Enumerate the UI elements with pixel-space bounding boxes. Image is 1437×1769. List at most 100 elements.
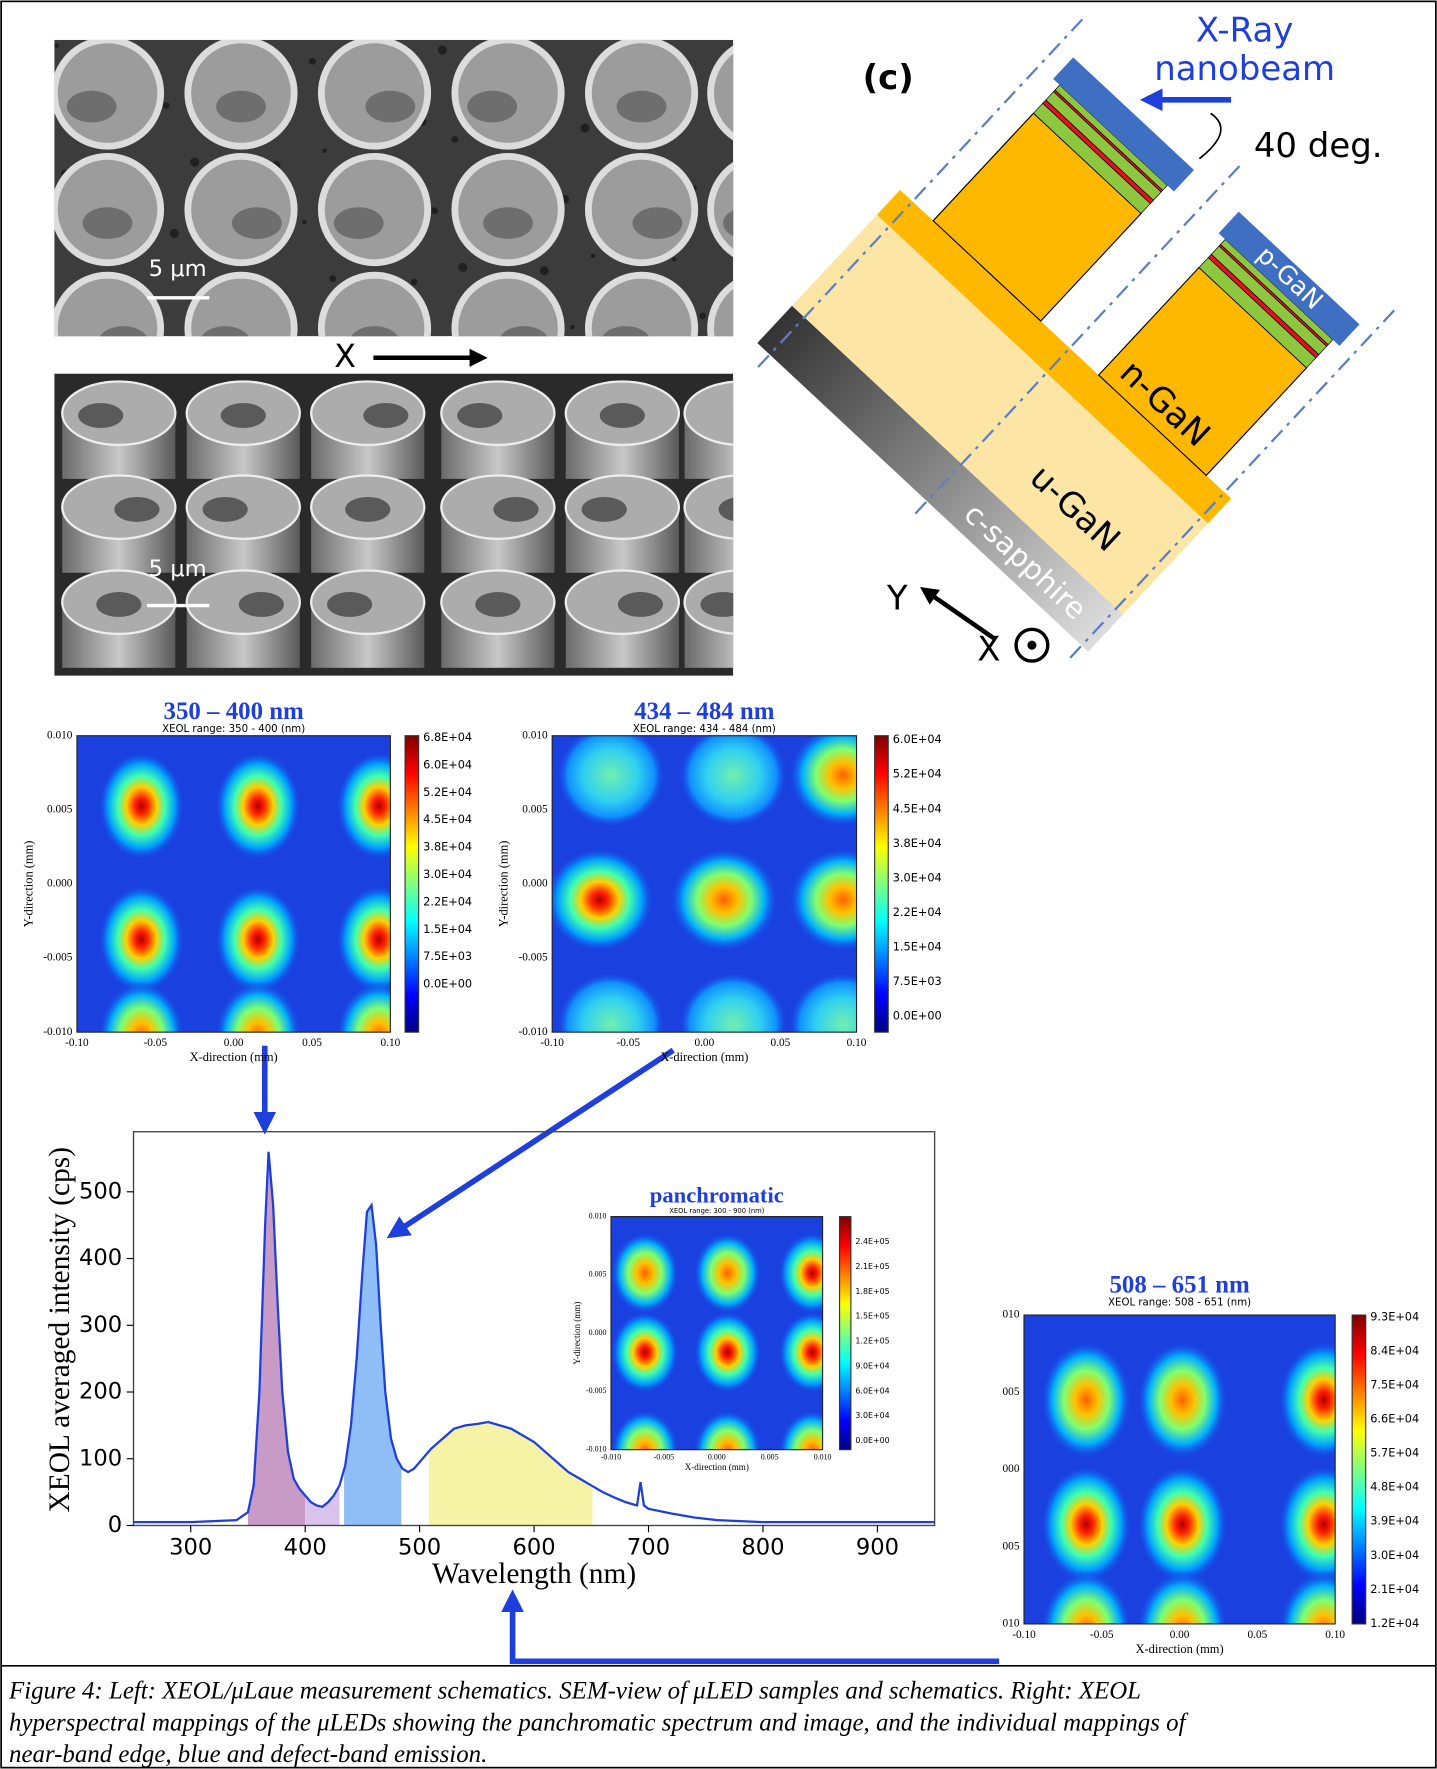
emission-spot (545, 848, 654, 952)
emission-spot (557, 723, 666, 827)
pillar-patch (700, 592, 745, 617)
y-tick-label: 0.010 (522, 729, 548, 741)
colorbar-tick-label: 4.5E+04 (423, 813, 472, 826)
micro-led-patch (601, 326, 651, 358)
x-tick-label: 700 (627, 1535, 670, 1561)
micro-led-patch (232, 207, 282, 239)
beam-label: nanobeam (1154, 49, 1335, 89)
y-tick-label: 0.000 (522, 878, 548, 890)
y-tick-label: 200 (79, 1379, 122, 1405)
pillar-patch (96, 592, 141, 617)
colorbar-tick-label: 6.6E+04 (1370, 1413, 1419, 1426)
y-tick-label: 005 (1003, 1386, 1020, 1398)
colorbar-tick-label: 7.5E+03 (893, 975, 942, 988)
emission-spot (778, 1410, 846, 1491)
x-tick-label: 0.10 (847, 1037, 867, 1049)
colorbar-tick-label: 3.9E+04 (1370, 1515, 1419, 1528)
sem-pit (438, 45, 447, 54)
x-tick-label: 0.00 (224, 1037, 244, 1049)
emission-spot (694, 1232, 762, 1313)
micro-led-top (458, 279, 558, 379)
x-tick-label: 800 (741, 1535, 784, 1561)
x-axis-label: Wavelength (nm) (432, 1558, 636, 1590)
micro-led-patch (98, 326, 148, 358)
x-tick-label: 400 (284, 1535, 327, 1561)
emission-spot (694, 1312, 762, 1393)
x-tick-label: -0.05 (1090, 1629, 1114, 1641)
colorbar-tick-label: 4.5E+04 (893, 802, 942, 815)
angle-label: 40 deg. (1254, 126, 1383, 166)
micro-led-patch (723, 207, 773, 239)
pillar-patch (78, 403, 123, 428)
colorbar-tick-label: 3.0E+04 (423, 868, 472, 881)
heatmap (77, 736, 422, 1090)
pillar-patch (600, 403, 645, 428)
sem-pit (411, 279, 418, 286)
micro-led-top (592, 160, 692, 260)
panel-label: (c) (863, 58, 914, 98)
x-tick-label: -0.10 (1012, 1629, 1036, 1641)
colorbar-tick-label: 1.8E+05 (855, 1287, 889, 1296)
emission-spot (215, 981, 301, 1090)
micro-led-top (714, 43, 814, 143)
x-tick-label: 0.00 (694, 1037, 714, 1049)
colorbar-tick-label: 2.1E+05 (855, 1262, 889, 1271)
colorbar-tick-label: 1.5E+04 (893, 940, 942, 953)
emission-spot (1137, 1466, 1228, 1584)
axis-label: X (977, 629, 1000, 669)
y-tick-label: 0 (108, 1512, 122, 1538)
emission-spot (611, 1312, 679, 1393)
y-tick-label: 010 (1003, 1618, 1020, 1630)
heatmap (611, 1217, 846, 1492)
micro-led-patch (200, 326, 250, 358)
colorbar (875, 736, 889, 1032)
x-tick-label: -0.10 (65, 1037, 89, 1049)
colorbar-tick-label: 5.7E+04 (1370, 1447, 1419, 1460)
pillar-patch (345, 497, 390, 522)
colorbar (405, 736, 419, 1032)
x-tick-label: 0.005 (761, 1452, 779, 1461)
angle-arc (1199, 113, 1220, 158)
band (429, 1132, 593, 1526)
axis-label: Y (886, 578, 908, 618)
pillar-patch (239, 592, 284, 617)
colorbar-tick-label: 0.0E+00 (423, 978, 472, 991)
pillar-patch (737, 403, 782, 428)
emission-spot (1041, 1341, 1132, 1459)
y-tick-label: 0.005 (47, 803, 73, 815)
y-tick-label: 400 (79, 1245, 122, 1271)
sem-pit (580, 124, 589, 133)
emission-spot (679, 723, 788, 827)
colorbar-tick-label: 9.0E+04 (855, 1361, 889, 1370)
x-tick-label: 500 (398, 1535, 441, 1561)
axis-label: X (334, 339, 356, 375)
colorbar-tick-label: 1.2E+04 (1370, 1617, 1419, 1630)
colorbar-tick-label: 9.3E+04 (1370, 1310, 1419, 1323)
micro-led-top (58, 43, 158, 143)
sem-pit (302, 220, 307, 225)
micro-led-patch (216, 91, 266, 123)
colorbar-tick-label: 5.2E+04 (893, 768, 942, 781)
y-tick-label: 100 (79, 1445, 122, 1471)
y-tick-label: 0.000 (47, 878, 73, 890)
sem-pit (540, 266, 549, 275)
micro-led-patch (755, 91, 805, 123)
caption-line: near-band edge, blue and defect-band emi… (9, 1741, 487, 1768)
micro-led-top (191, 279, 291, 379)
emission-spot (98, 981, 184, 1090)
x-tick-label: 0.05 (302, 1037, 322, 1049)
y-axis-label: Y-direction (mm) (572, 1302, 582, 1365)
pillar-patch (457, 403, 502, 428)
micro-led-patch (67, 91, 117, 123)
colorbar-tick-label: 7.5E+04 (1370, 1378, 1419, 1391)
micro-led-patch (633, 207, 683, 239)
pillar-patch (475, 592, 520, 617)
x-tick-label: 0.010 (814, 1452, 832, 1461)
sem-pit (591, 254, 596, 259)
y-tick-label: -0.010 (518, 1026, 548, 1038)
x-tick-label: 0.10 (1325, 1629, 1345, 1641)
micro-led-patch (334, 207, 384, 239)
sem-pit (699, 313, 706, 320)
x-tick-label: 900 (856, 1535, 899, 1561)
